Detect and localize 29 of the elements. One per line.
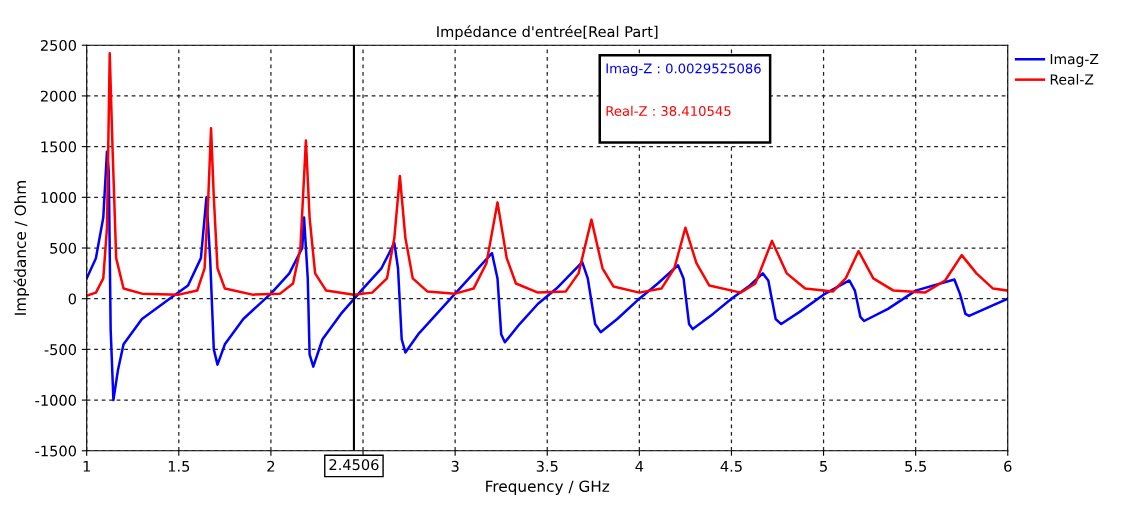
y-tick-label: -1000: [35, 394, 77, 406]
y-axis-title: Impédance / Ohm: [13, 181, 30, 315]
legend-label: Imag-Z: [1050, 54, 1099, 68]
y-tick-label: 0: [68, 293, 77, 305]
y-tick-label: 500: [50, 242, 77, 254]
x-tick-label: 4: [635, 460, 644, 472]
x-tick-label: 2: [267, 460, 275, 472]
x-tick-label: 1: [83, 460, 90, 472]
y-tick-label: -1500: [35, 445, 77, 457]
line-series: [86, 150, 1008, 402]
ref-line-label: 2.4506: [329, 459, 379, 471]
x-tick-label: 5: [820, 460, 827, 472]
line-series: [86, 52, 1008, 297]
x-axis-title: Frequency / GHz: [486, 480, 610, 495]
annotation: Imag-Z : 0.0029525086: [606, 63, 761, 76]
x-tick-label: 4.5: [720, 460, 742, 472]
y-tick-label: 1500: [41, 141, 77, 153]
y-tick-label: 2000: [40, 90, 77, 102]
y-tick-label: 1000: [41, 192, 77, 204]
chart-title: Impédance d'entrée[Real Part]: [437, 25, 658, 40]
annotation: Real-Z : 38.410545: [606, 105, 731, 116]
y-tick-label: -500: [44, 344, 77, 356]
x-tick-label: 6: [1004, 460, 1012, 472]
x-tick-label: 3: [451, 460, 459, 472]
x-tick-label: 5.5: [905, 460, 926, 472]
x-tick-label: 3.5: [536, 460, 558, 472]
legend-label: Real-Z: [1050, 73, 1094, 85]
x-tick-label: 1.5: [168, 460, 190, 472]
y-tick-label: 2500: [40, 39, 77, 51]
